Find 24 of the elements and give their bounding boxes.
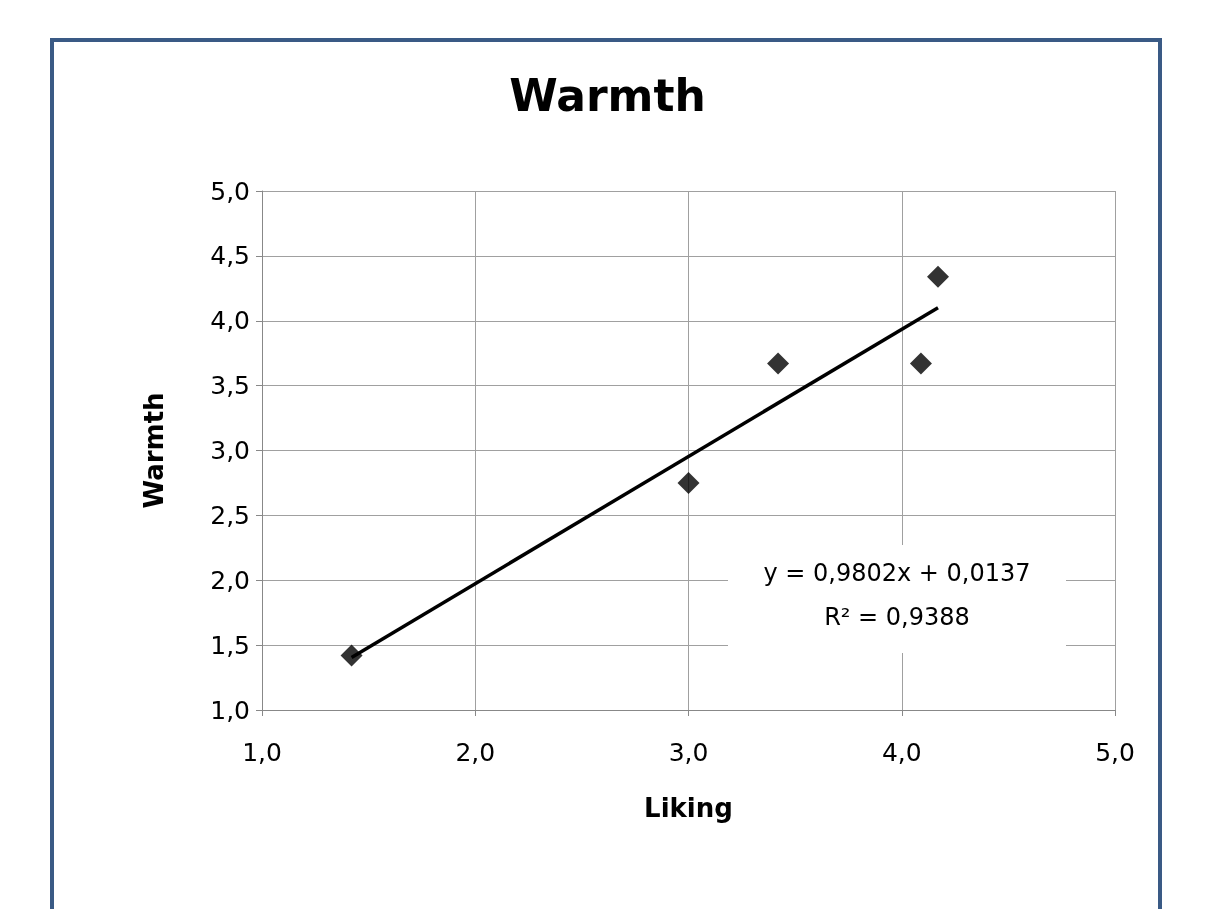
y-tick-label: 2,0 [210,565,250,595]
x-tick-label: 2,0 [455,738,496,767]
x-axis-title: Liking [644,793,733,823]
point [767,352,790,375]
y-tick-label: 4,5 [210,241,250,271]
point [927,265,949,288]
y-axis-title: Warmth [139,392,169,509]
y-tick-label: 5,0 [210,176,250,206]
y-tick-label: 1,5 [210,630,250,660]
y-tick-label: 3,0 [210,436,250,465]
point [340,644,363,667]
annotation: y = 0,9802x + 0,0137 [763,559,1031,587]
x-tick-label: 1,0 [242,738,282,767]
y-tick-label: 1,0 [210,695,250,725]
y-tick-label: 2,5 [210,500,250,530]
x-tick-label: 4,0 [881,738,922,767]
x-tick-label: 3,0 [668,738,709,767]
point [909,352,932,375]
x-tick-label: 5,0 [1095,738,1135,767]
annotation: R² = 0,9388 [824,603,970,631]
chart-title: Warmth [509,69,706,121]
y-tick-label: 3,5 [210,371,250,401]
point [677,471,700,494]
y-tick-label: 4,0 [210,306,250,336]
